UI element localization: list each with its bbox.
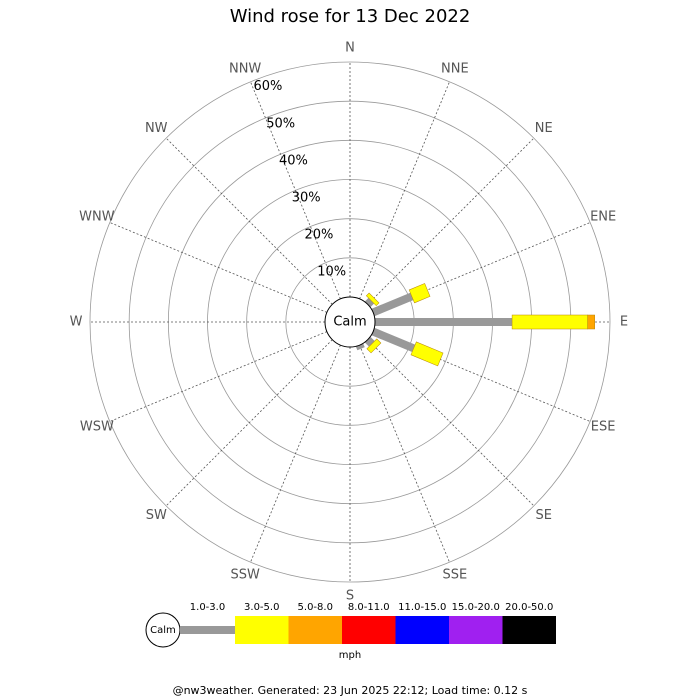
calm-label: Calm [333, 315, 366, 330]
direction-label: SSW [230, 568, 260, 583]
legend-label: 15.0-20.0 [452, 602, 500, 613]
wind-segment [366, 338, 382, 354]
legend-label: 11.0-15.0 [398, 602, 446, 613]
direction-label: WNW [79, 210, 115, 225]
direction-label: ENE [590, 210, 616, 225]
legend-label: 8.0-11.0 [348, 602, 390, 613]
spoke [372, 331, 591, 422]
r-tick-label: 40% [279, 153, 308, 168]
direction-label: SE [536, 508, 552, 523]
spoke [359, 81, 450, 300]
r-tick-label: 20% [305, 227, 334, 242]
chart-title: Wind rose for 13 Dec 2022 [230, 6, 471, 27]
footer: @nw3weather. Generated: 23 Jun 2025 22:1… [173, 684, 528, 697]
wind-segment [410, 341, 444, 367]
direction-label: NW [145, 121, 168, 136]
direction-label: NE [535, 121, 553, 136]
spoke [165, 137, 333, 305]
legend-swatch [180, 626, 235, 634]
grid-ring [89, 61, 611, 583]
direction-label: W [70, 315, 83, 330]
spoke [109, 222, 328, 313]
wind-segment [375, 318, 513, 326]
direction-label: N [345, 41, 355, 56]
r-tick-label: 60% [254, 79, 283, 94]
legend-swatch [395, 616, 449, 644]
wind-segment [371, 292, 414, 317]
legend-swatch [342, 616, 396, 644]
legend-swatch [288, 616, 342, 644]
spoke [250, 344, 341, 563]
spoke [367, 137, 535, 305]
wind-segment [364, 336, 375, 347]
wind-segment [511, 314, 588, 330]
spoke [250, 81, 341, 300]
wind-segment [364, 297, 375, 308]
direction-label: S [346, 589, 354, 604]
spoke [359, 344, 450, 563]
legend-swatch [502, 616, 556, 644]
legend-label: 1.0-3.0 [190, 602, 225, 613]
legend-label: 20.0-50.0 [505, 602, 553, 613]
legend-calm-label: Calm [150, 625, 176, 636]
spoke [367, 339, 535, 507]
legend-swatch [235, 616, 289, 644]
r-tick-label: 10% [317, 264, 346, 279]
r-tick-label: 30% [292, 190, 321, 205]
wind-segment [408, 283, 431, 304]
legend-swatch [449, 616, 503, 644]
legend-label: 5.0-8.0 [298, 602, 333, 613]
spoke [165, 339, 333, 507]
spoke [109, 331, 328, 422]
direction-label: SSE [442, 568, 467, 583]
wind-segment [587, 314, 595, 330]
legend-unit: mph [339, 650, 361, 661]
direction-label: SW [146, 508, 167, 523]
r-tick-label: 50% [266, 116, 295, 131]
spoke [372, 222, 591, 313]
wind-segment [355, 343, 365, 351]
legend-label: 3.0-5.0 [244, 602, 279, 613]
wind-segment [365, 292, 380, 307]
direction-label: NNE [441, 61, 469, 76]
direction-label: E [620, 315, 628, 330]
direction-label: ESE [591, 419, 616, 434]
direction-label: WSW [80, 419, 114, 434]
direction-label: NNW [229, 61, 261, 76]
calm-circle [324, 296, 376, 348]
wind-segment [371, 327, 416, 353]
